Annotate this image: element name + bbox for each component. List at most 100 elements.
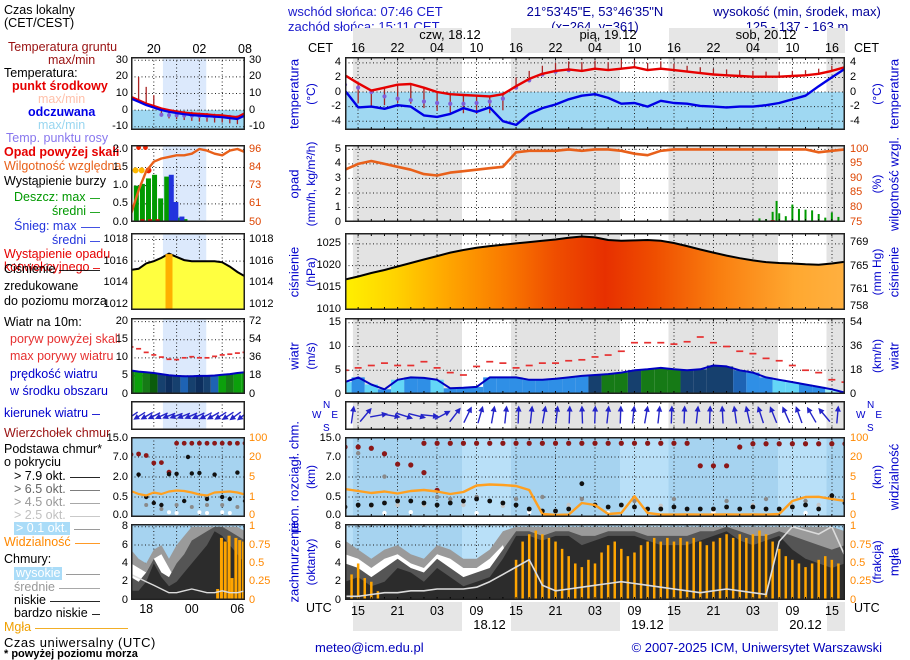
wiatr-left-tick: 15 xyxy=(328,316,341,329)
opad-right-tick: 95 xyxy=(850,157,863,170)
contact-email-link[interactable]: meteo@icm.edu.pl xyxy=(315,640,424,655)
legend-25: prędkość wiatru xyxy=(10,367,98,381)
zach-right-tick: 0.25 xyxy=(850,575,872,588)
zach-right-tick: 0.5 xyxy=(850,556,866,569)
cis-main-chart xyxy=(345,233,845,310)
legend-29: Podstawa chmur* xyxy=(4,442,102,456)
night-band xyxy=(668,602,778,631)
zach-axis-unit-right: (frakcja) xyxy=(870,540,884,584)
compass-w: W xyxy=(312,410,322,421)
wiatr-mini-right-tick: 36 xyxy=(249,351,262,364)
cis-mini-left-tick: 1016 xyxy=(103,254,128,267)
wiatr-mini-left-tick: 15 xyxy=(115,333,128,346)
pion-mini-right-tick: 100 xyxy=(249,432,268,445)
wiatr-axis-unit-left: (m/s) xyxy=(304,342,318,370)
night-band xyxy=(826,602,845,631)
legend-26: w środku obszaru xyxy=(10,384,108,398)
compass-rose-left: N S W E xyxy=(312,400,338,434)
utc-tick: 09 xyxy=(627,604,642,618)
opad-left-tick: 4 xyxy=(334,157,341,170)
wiatr-mini-right-tick: 72 xyxy=(249,315,262,328)
legend-22: Wiatr na 10m: xyxy=(4,315,82,329)
altitude-label: wysokość (min, środek, max) xyxy=(713,4,881,19)
utc-tick: 21 xyxy=(390,604,405,618)
legend-leader xyxy=(35,628,128,629)
cis-right-tick: 765 xyxy=(850,259,869,272)
cis-mini-right-tick: 1012 xyxy=(249,298,274,311)
pion-right-tick: 20 xyxy=(850,450,863,463)
cet-tick: 16 xyxy=(509,41,523,55)
night-band xyxy=(352,602,462,631)
zach-left-tick: 4 xyxy=(334,556,341,569)
night-band xyxy=(511,602,620,631)
pion-right-tick: 5 xyxy=(850,470,857,483)
legend-12: Wystąpienie burzy xyxy=(4,174,107,188)
legend-leader xyxy=(92,414,100,415)
utc-tick: 15 xyxy=(667,604,681,618)
utc-label-right: UTC xyxy=(854,601,880,615)
wiatr-mini-left-tick: 5 xyxy=(121,369,128,382)
temp-left-tick: 2 xyxy=(334,70,341,83)
wiatr-mini-left-tick: 0 xyxy=(121,387,128,400)
opad-mini-right-tick: 84 xyxy=(249,160,262,173)
pion-axis-unit-right: (km) xyxy=(870,465,884,489)
cet-tick: 22 xyxy=(390,41,405,55)
temp-mini-right-tick: 10 xyxy=(249,87,262,99)
utc-tick: 03 xyxy=(430,604,444,618)
legend-leader xyxy=(81,227,100,228)
opad-left-tick: 1 xyxy=(334,200,341,213)
wiatr-axis-unit-right: (km/h) xyxy=(870,339,884,373)
cis-left-tick: 1015 xyxy=(316,280,341,293)
mini-cet-tick: 20 xyxy=(146,42,161,56)
opad-mini-right-tick: 96 xyxy=(249,142,262,155)
pion-mini-chart xyxy=(131,437,245,517)
legend-20: zredukowane xyxy=(4,279,79,293)
day-label: 19.12 xyxy=(631,617,664,632)
legend-leader xyxy=(90,198,100,199)
utc-tick: 21 xyxy=(706,604,721,618)
wiatr-mini-right-tick: 54 xyxy=(249,333,262,346)
temp-right-tick: -2 xyxy=(850,100,860,113)
legend-43: Czas uniwersalny (UTC) xyxy=(4,635,156,650)
opad-left-tick: 0 xyxy=(334,215,341,228)
opad-axis-unit-right: (%) xyxy=(870,174,884,193)
cis-right-tick: 769 xyxy=(850,236,869,249)
legend-35: > 0.1 okt. xyxy=(14,521,70,535)
wiatr-axis-name-left: wiatr xyxy=(286,342,302,370)
legend-1: (CET/CEST) xyxy=(4,16,75,30)
legend-13: Deszcz: max xyxy=(14,190,86,204)
pion-mini-left-tick: 0.0 xyxy=(112,509,128,522)
opad-right-tick: 100 xyxy=(850,142,869,155)
mini-cet-tick: 08 xyxy=(238,42,252,56)
legend-10: Opad powyżej skali xyxy=(4,145,120,159)
cis-left-tick: 1020 xyxy=(316,259,341,272)
legend-36: Widzialność xyxy=(4,535,71,549)
opad-mini-right-tick: 50 xyxy=(249,215,262,228)
temp-left-tick: 4 xyxy=(334,56,341,69)
zach-axis-unit-left: (oktanty) xyxy=(304,538,318,586)
legend-39: średnie xyxy=(14,580,55,594)
opad-right-tick: 80 xyxy=(850,200,863,213)
legend-leader xyxy=(70,490,100,491)
utc-tick: 09 xyxy=(469,604,484,618)
zach-mini-right-tick: 0.75 xyxy=(249,538,271,551)
zach-right-tick: 0.75 xyxy=(850,538,872,551)
wiatr-left-tick: 5 xyxy=(334,363,341,376)
temp-mini-left-tick: 0 xyxy=(121,103,128,116)
zach-mini-chart xyxy=(131,524,245,600)
legend-leader xyxy=(74,529,100,530)
pion-mini-right-tick: 0 xyxy=(249,509,256,522)
opad-mini-right-tick: 61 xyxy=(249,197,262,210)
utc-tick: 21 xyxy=(548,604,563,618)
pion-mini-left-tick: 15.0 xyxy=(106,432,128,445)
cet-tick: 16 xyxy=(825,41,839,55)
mini-utc-tick: 06 xyxy=(230,602,245,616)
cis-mini-chart xyxy=(131,233,245,310)
sunrise-time: wschód słońca: 07:46 CET xyxy=(288,4,443,19)
pion-mini-right-tick: 1 xyxy=(249,490,256,503)
opad-mini-left-tick: 1.0 xyxy=(112,179,128,192)
legend-leader xyxy=(70,516,100,517)
cet-tick: 16 xyxy=(351,41,365,55)
opad-mini-chart xyxy=(131,145,245,222)
night-band xyxy=(352,28,462,53)
